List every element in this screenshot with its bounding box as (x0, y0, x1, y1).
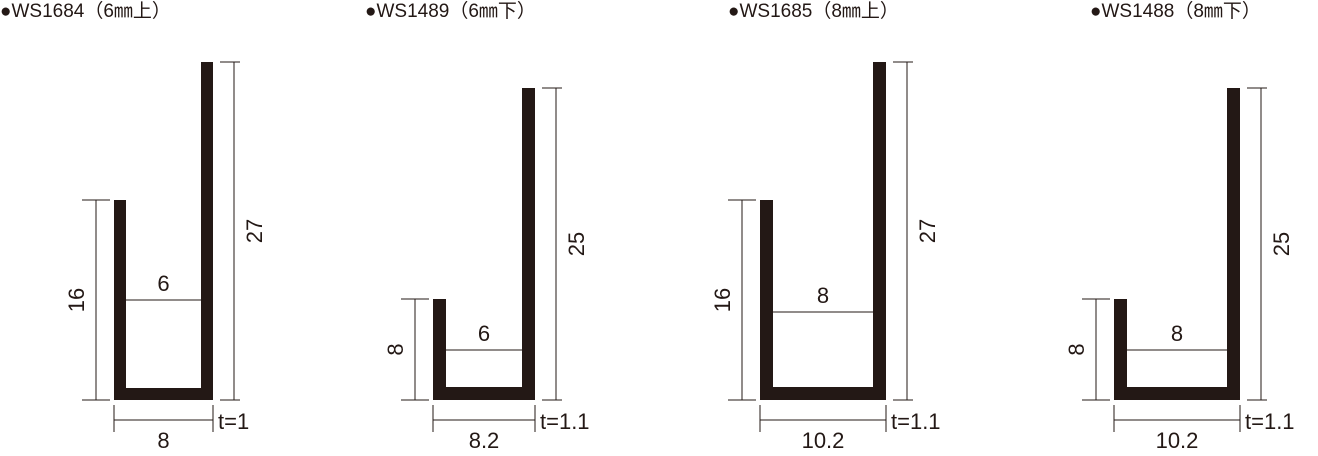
profile-title: ●WS1489（6㎜下） (365, 0, 536, 22)
right-height-label: 25 (1269, 232, 1294, 256)
right-height-label: 25 (564, 232, 589, 256)
profile-shape (114, 62, 213, 400)
outer-width-label: 10.2 (802, 428, 845, 453)
profile-shape (760, 62, 886, 400)
thickness-label: t=1.1 (891, 409, 941, 434)
inner-width-label: 6 (157, 271, 169, 296)
thickness-label: t=1 (218, 409, 249, 434)
profile-title: ●WS1685（8㎜上） (728, 0, 899, 22)
profile-shape (1114, 88, 1240, 400)
profile-title: ●WS1488（8㎜下） (1090, 0, 1261, 22)
outer-width-label: 8.2 (469, 428, 500, 453)
profile-shape (433, 88, 535, 400)
outer-width-label: 8 (157, 428, 169, 453)
right-height-label: 27 (242, 219, 267, 243)
left-height-label: 16 (64, 288, 89, 312)
right-height-label: 27 (915, 219, 940, 243)
left-height-label: 16 (710, 288, 735, 312)
left-height-label: 8 (1064, 343, 1089, 355)
thickness-label: t=1.1 (540, 409, 590, 434)
inner-width-label: 8 (1171, 321, 1183, 346)
outer-width-label: 10.2 (1156, 428, 1199, 453)
left-height-label: 8 (383, 343, 408, 355)
thickness-label: t=1.1 (1245, 409, 1295, 434)
profile-title: ●WS1684（6㎜上） (0, 0, 171, 22)
inner-width-label: 6 (478, 321, 490, 346)
inner-width-label: 8 (817, 283, 829, 308)
